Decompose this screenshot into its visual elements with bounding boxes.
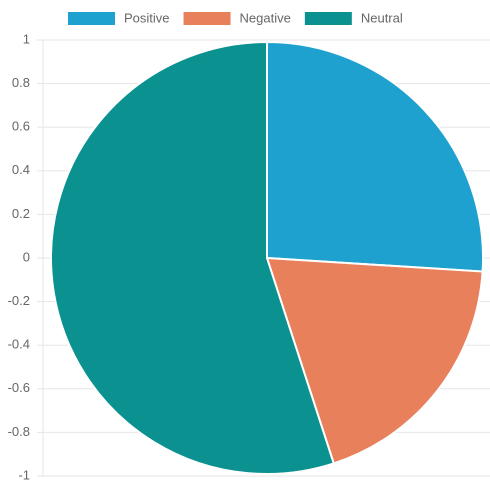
y-tick-label: 1 (23, 31, 30, 46)
legend-swatch[interactable] (304, 12, 352, 25)
y-tick-label: 0.6 (12, 119, 30, 134)
y-tick-label: 0 (23, 249, 30, 264)
legend-label[interactable]: Neutral (361, 10, 403, 25)
pie-slice (50, 40, 336, 475)
y-tick-label: -1 (18, 467, 30, 482)
y-tick-label: -0.6 (8, 380, 30, 395)
pie-slice (265, 256, 484, 465)
legend-swatch[interactable] (68, 12, 115, 25)
legend-label[interactable]: Positive (124, 10, 170, 25)
y-tick-label: -0.8 (8, 424, 30, 439)
y-tick-label: 0.8 (12, 75, 30, 90)
legend-label[interactable]: Negative (240, 10, 291, 25)
y-tick-label: 0.2 (12, 206, 30, 221)
y-tick-label: -0.2 (8, 293, 30, 308)
y-tick-label: -0.4 (8, 337, 30, 352)
legend-swatch[interactable] (183, 12, 231, 25)
y-tick-label: 0.4 (12, 162, 30, 177)
pie-slice (266, 40, 484, 273)
